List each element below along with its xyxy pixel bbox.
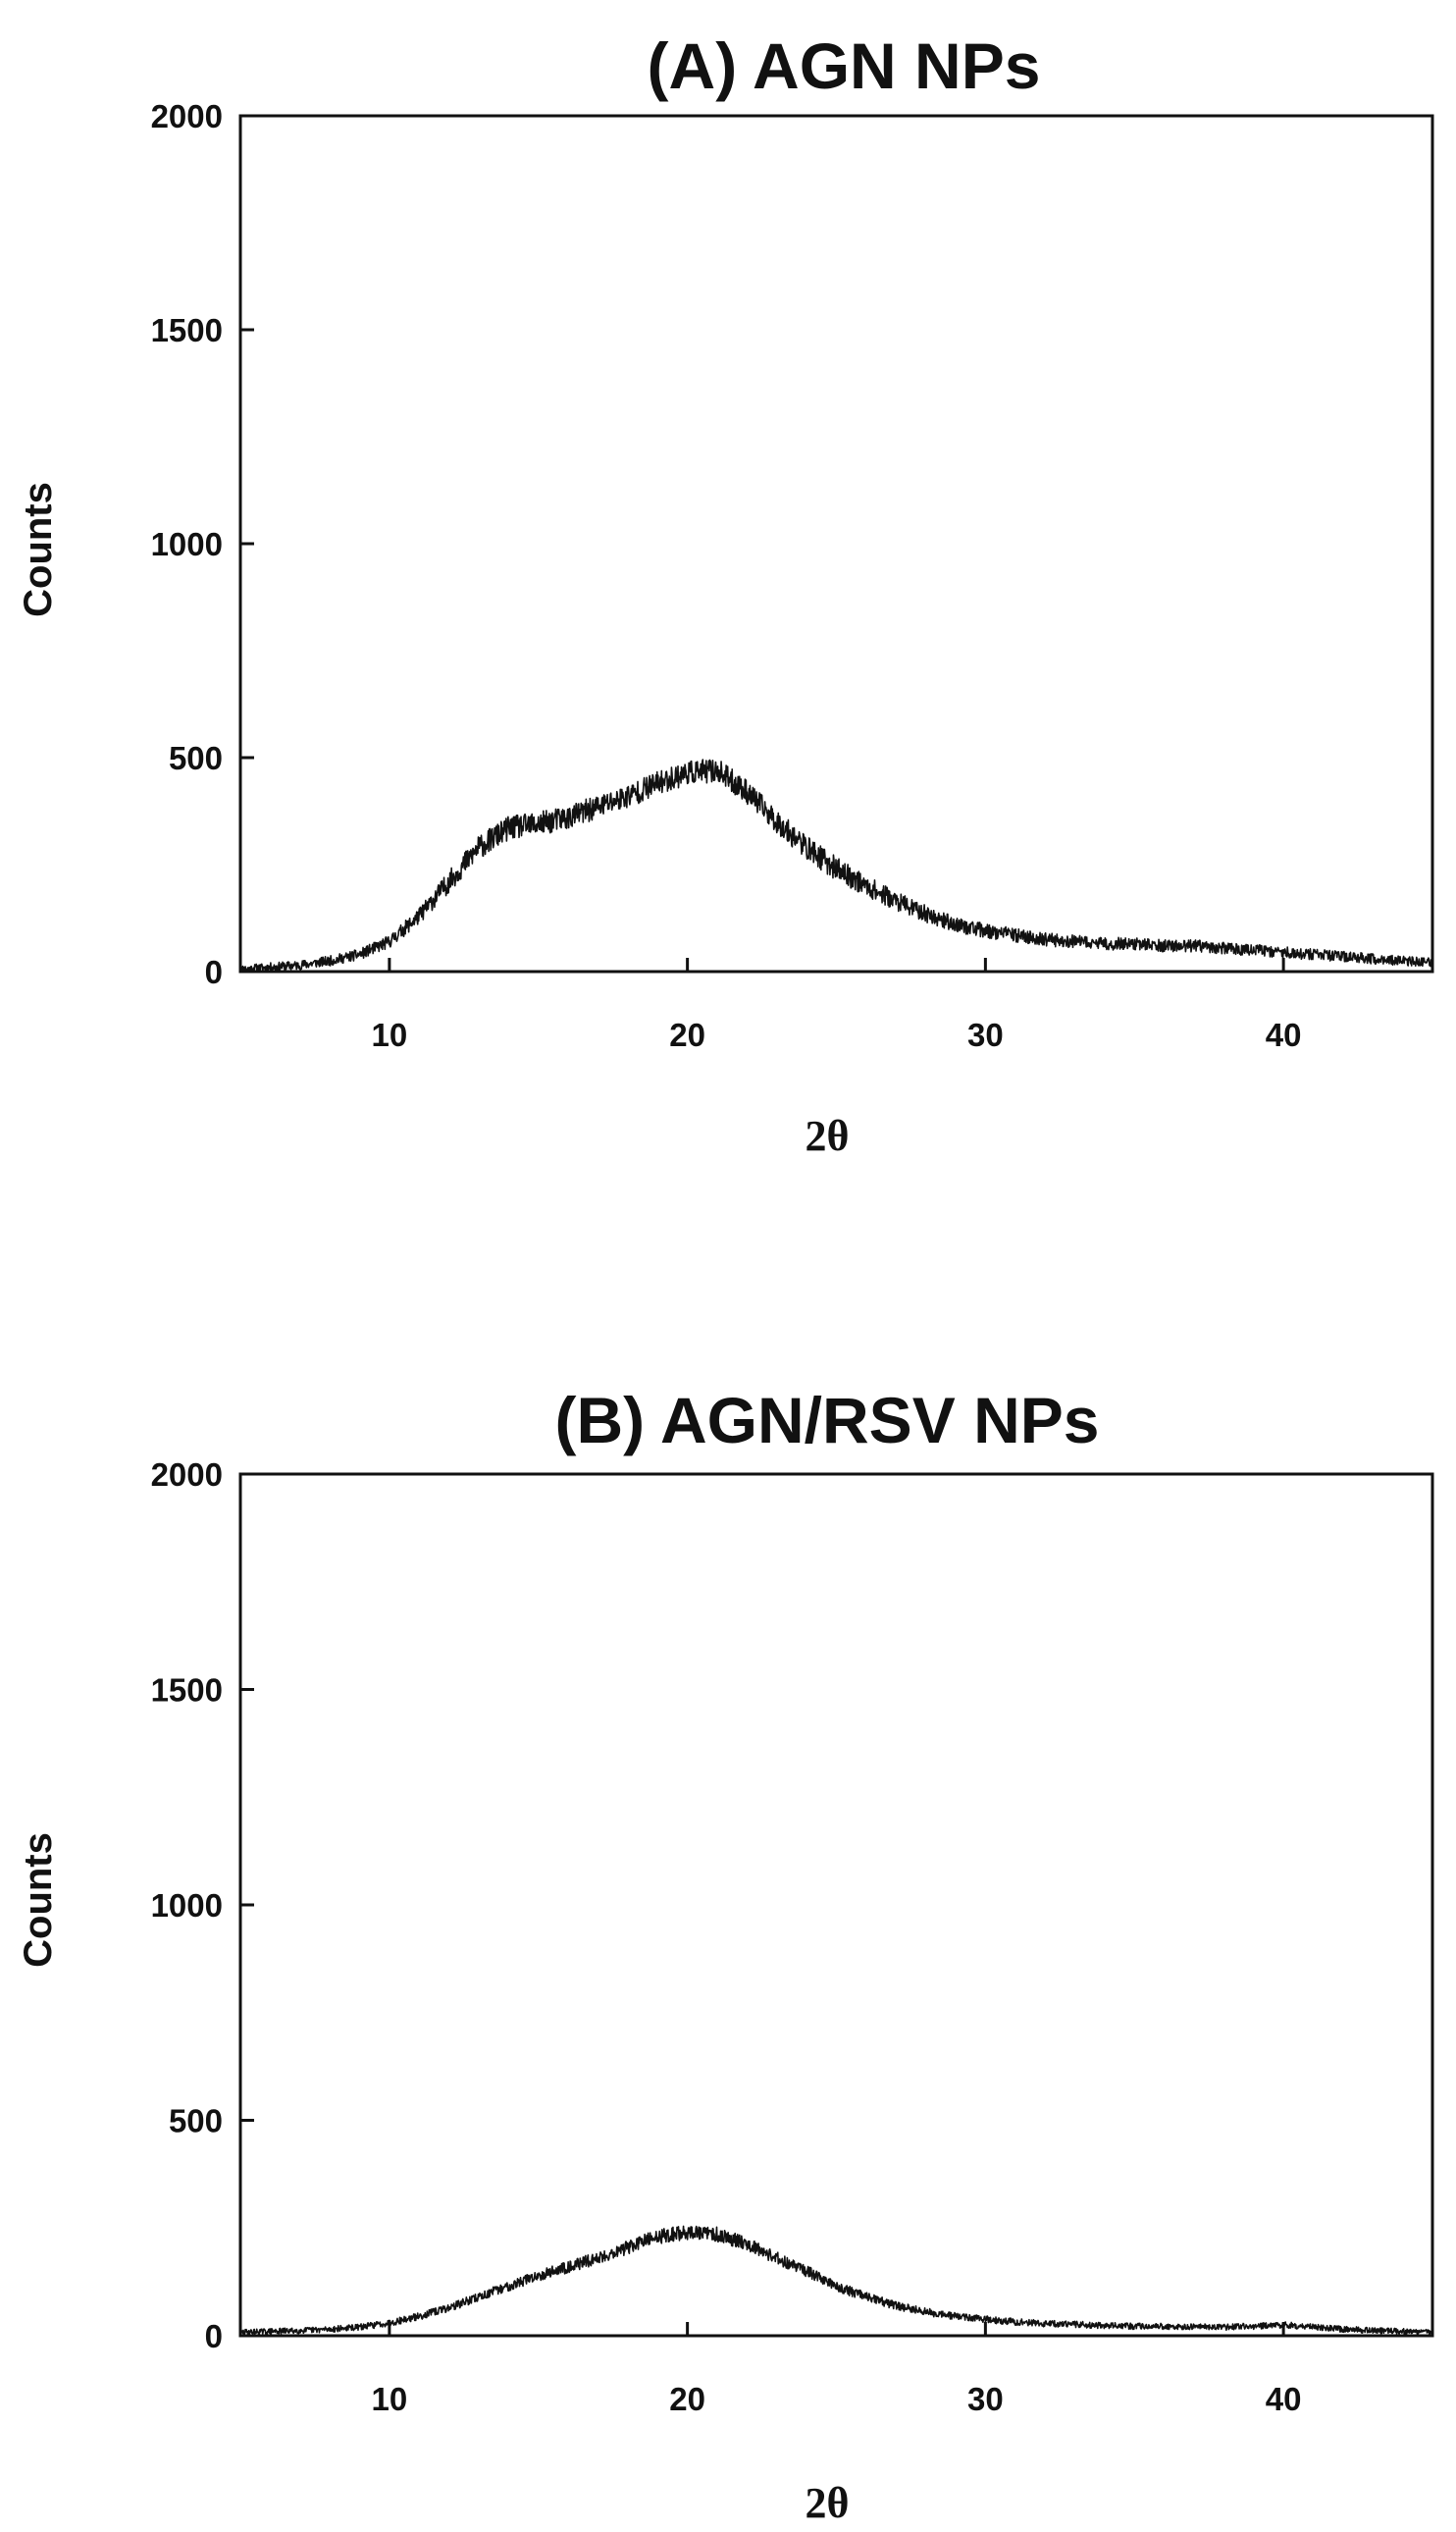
- chart-a-series-line: [239, 759, 1433, 973]
- chart-panel-a: (A) AGN NPs Counts 2θ 0 500 1000 1500 2000 10…: [17, 29, 1434, 1160]
- chart-b-x-tick-label: 10: [372, 2381, 408, 2417]
- chart-b-plot-frame: [238, 1472, 1434, 2338]
- chart-a-x-tick-label: 30: [967, 1017, 1004, 1053]
- chart-a-y-tick-label: 0: [205, 954, 223, 990]
- chart-a-y-tick-label: 1500: [151, 312, 223, 348]
- chart-b-y-tick-label: 1500: [151, 1672, 223, 1709]
- chart-b-svg: (B) AGN/RSV NPs Counts 2θ 0 500 1000 1500 20…: [17, 1384, 1434, 2527]
- chart-b-series-line: [239, 2225, 1433, 2337]
- chart-b-y-tick-label: 2000: [151, 1456, 223, 1493]
- chart-b-x-axis-label: 2θ: [806, 2479, 850, 2527]
- chart-a-y-tick-label: 2000: [151, 98, 223, 134]
- chart-a-x-axis-label: 2θ: [806, 1112, 850, 1160]
- chart-b-x-tick-label: 30: [967, 2381, 1004, 2417]
- chart-a-y-axis-label: Counts: [17, 482, 60, 617]
- chart-b-title: (B) AGN/RSV NPs: [555, 1384, 1100, 1456]
- chart-a-plot-frame: [238, 114, 1434, 974]
- chart-b-x-tick-label: 20: [669, 2381, 705, 2417]
- chart-a-title: (A) AGN NPs: [648, 29, 1041, 102]
- chart-b-y-tick-label: 1000: [151, 1887, 223, 1924]
- chart-b-x-tick-label: 40: [1266, 2381, 1302, 2417]
- chart-a-y-tick-label: 500: [169, 740, 223, 776]
- chart-a-x-tick-label: 10: [372, 1017, 408, 1053]
- chart-b-y-tick-label: 0: [205, 2318, 223, 2354]
- chart-a-x-tick-label: 20: [669, 1017, 705, 1053]
- chart-a-y-tick-label: 1000: [151, 526, 223, 562]
- chart-a-svg: (A) AGN NPs Counts 2θ 0 500 1000 1500 2000 10…: [17, 29, 1434, 1160]
- chart-b-y-axis-label: Counts: [17, 1832, 60, 1968]
- chart-b-y-tick-label: 500: [169, 2103, 223, 2139]
- chart-a-x-tick-label: 40: [1266, 1017, 1302, 1053]
- chart-panel-b: (B) AGN/RSV NPs Counts 2θ 0 500 1000 1500 20…: [0, 1266, 1456, 2532]
